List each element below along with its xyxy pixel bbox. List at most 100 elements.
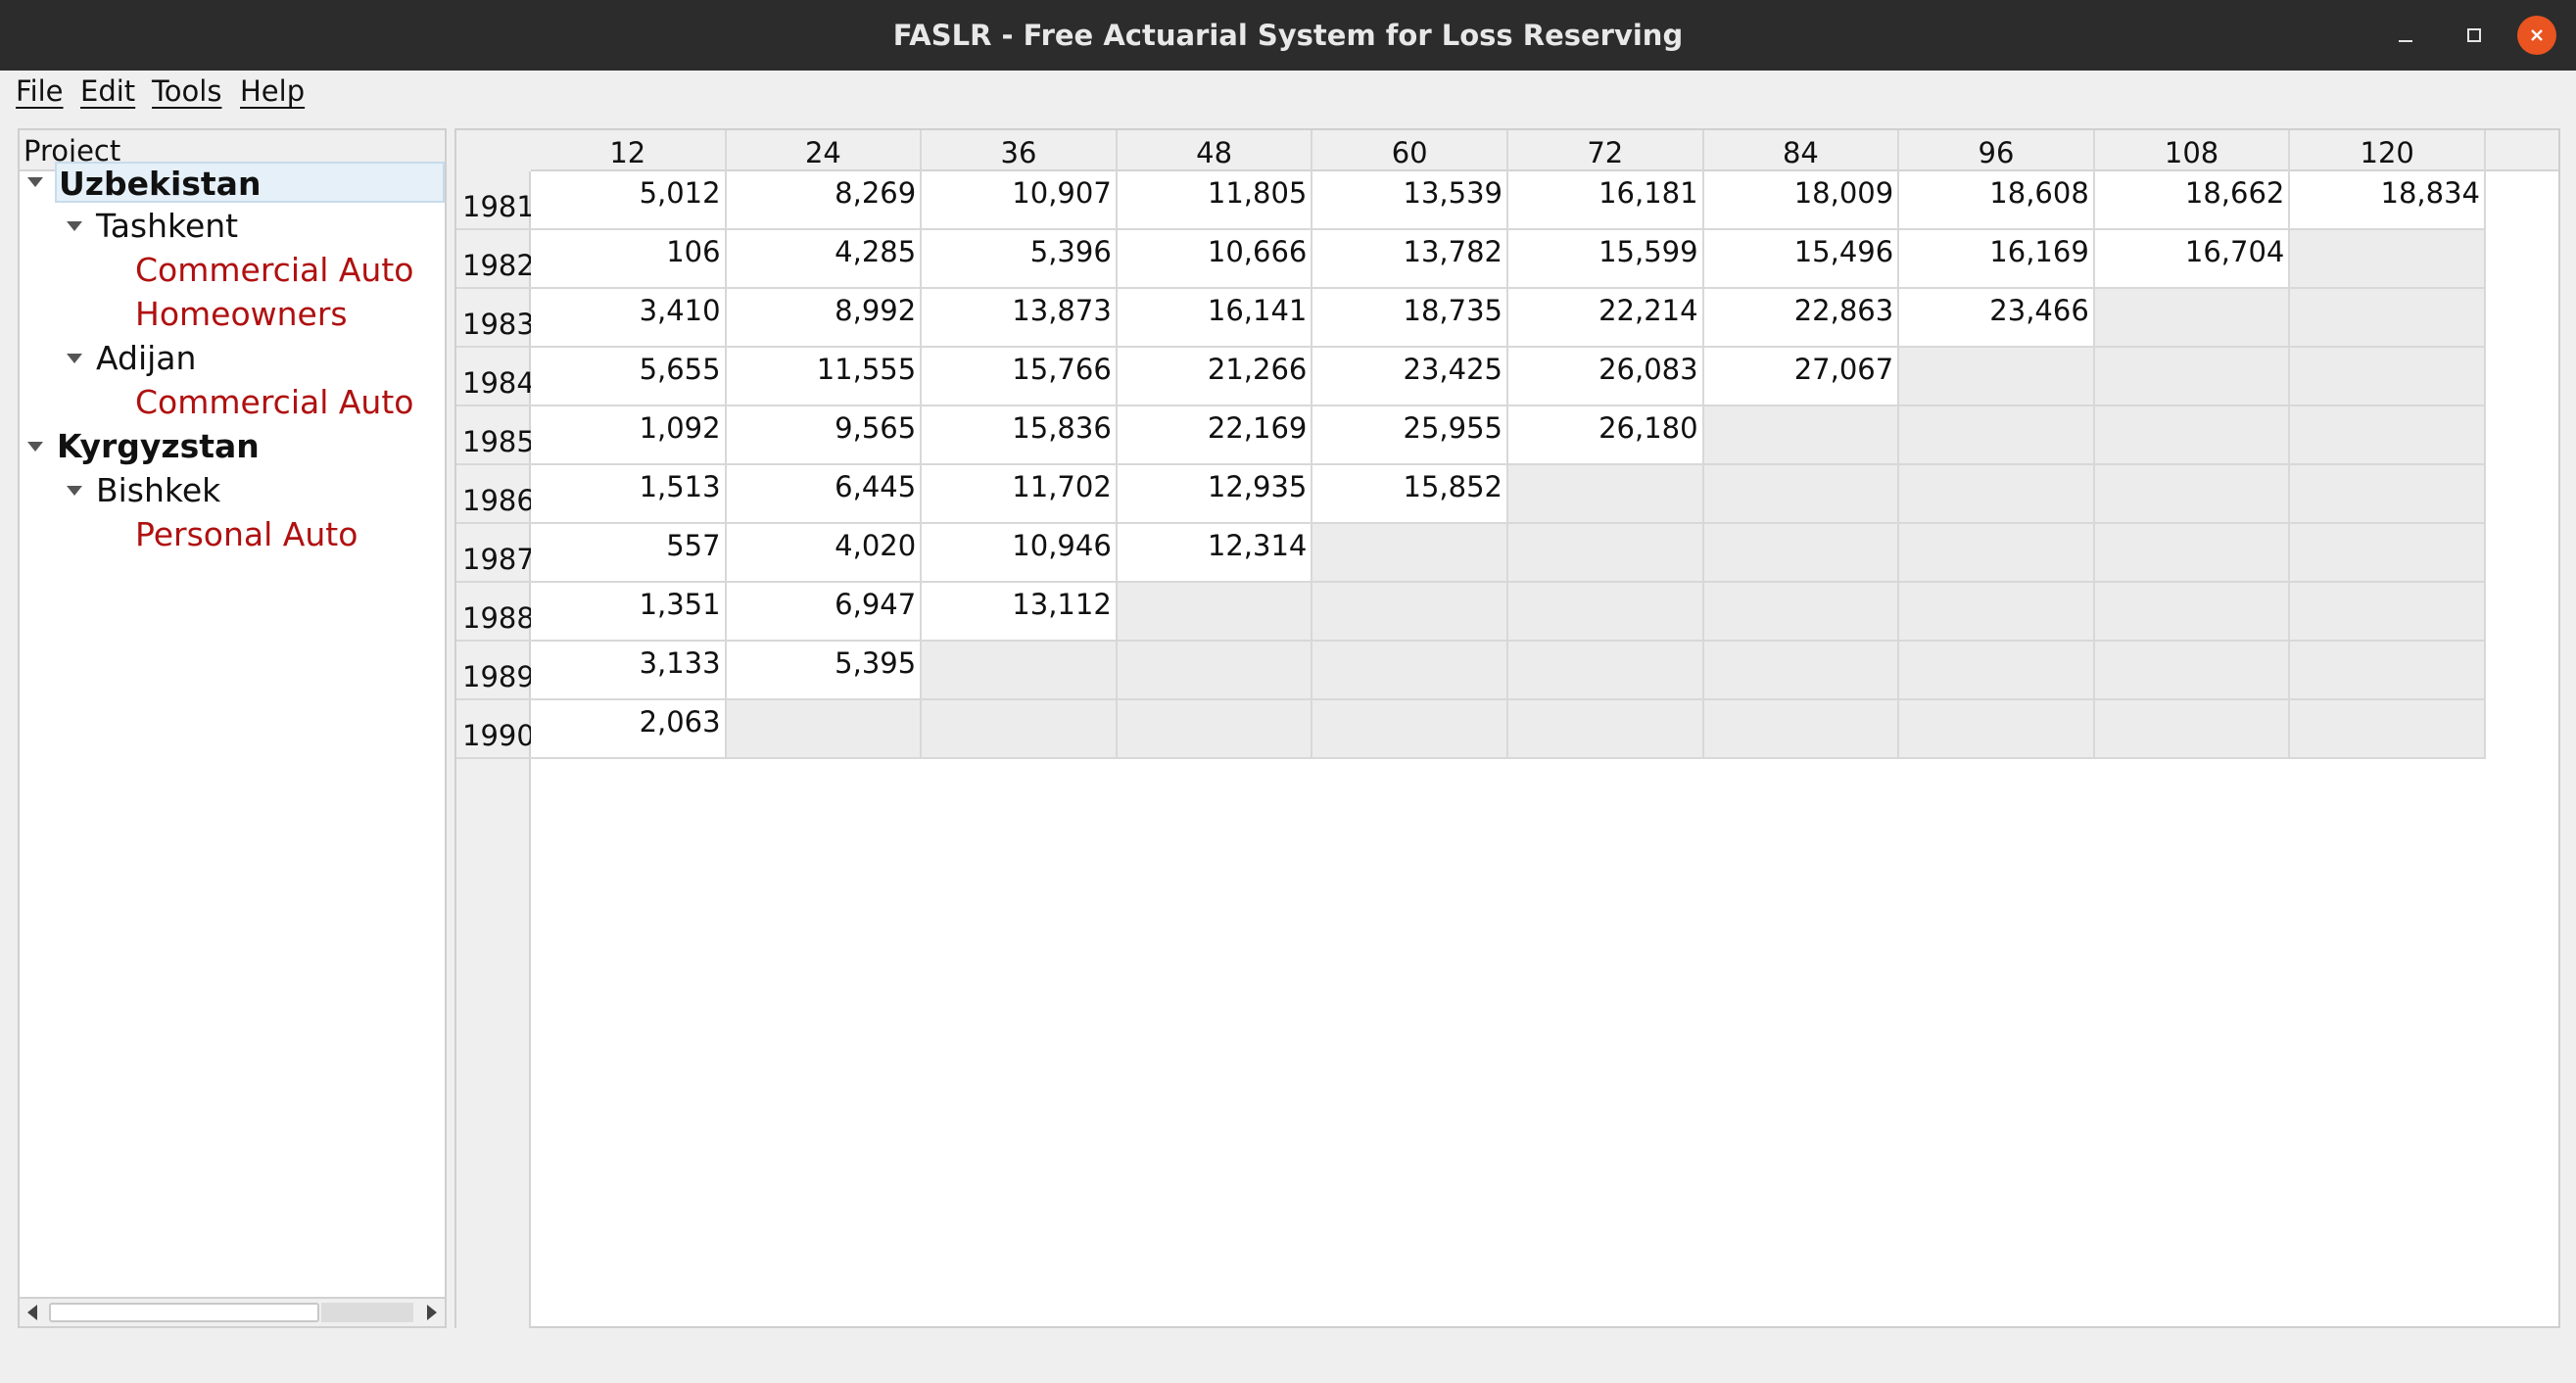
empty-cell[interactable] — [1508, 524, 1704, 583]
empty-cell[interactable] — [2290, 406, 2486, 465]
table-cell[interactable]: 4,020 — [726, 524, 923, 583]
column-header[interactable]: 120 — [2290, 130, 2486, 171]
empty-cell[interactable] — [1899, 406, 2095, 465]
tree-node-item[interactable]: Tashkent — [94, 206, 242, 247]
empty-cell[interactable] — [2290, 700, 2486, 759]
empty-cell[interactable] — [2290, 465, 2486, 524]
empty-cell[interactable] — [2094, 524, 2291, 583]
column-header[interactable]: 108 — [2095, 130, 2291, 171]
scrollbar-thumb[interactable] — [49, 1303, 319, 1322]
table-cell[interactable]: 6,947 — [726, 583, 923, 642]
empty-cell[interactable] — [2094, 700, 2291, 759]
empty-cell[interactable] — [2094, 348, 2291, 406]
row-header[interactable]: 1990 — [456, 700, 535, 759]
empty-cell[interactable] — [2290, 348, 2486, 406]
menu-file[interactable]: File — [16, 74, 64, 108]
empty-cell[interactable] — [1508, 642, 1704, 700]
table-cell[interactable]: 3,133 — [531, 642, 727, 700]
empty-cell[interactable] — [2290, 583, 2486, 642]
empty-cell[interactable] — [2290, 642, 2486, 700]
empty-cell[interactable] — [1899, 642, 2095, 700]
empty-cell[interactable] — [2094, 583, 2291, 642]
tree-leaf-item[interactable]: Commercial Auto — [133, 382, 417, 423]
empty-cell[interactable] — [1703, 642, 1900, 700]
scroll-left-icon[interactable] — [27, 1305, 37, 1320]
table-cell[interactable]: 16,704 — [2094, 230, 2291, 289]
table-cell[interactable]: 23,425 — [1312, 348, 1508, 406]
table-cell[interactable]: 10,907 — [922, 171, 1118, 230]
expand-arrow-icon[interactable] — [67, 221, 82, 231]
table-cell[interactable]: 18,009 — [1703, 171, 1900, 230]
empty-cell[interactable] — [1508, 465, 1704, 524]
table-cell[interactable]: 26,180 — [1508, 406, 1704, 465]
table-cell[interactable]: 26,083 — [1508, 348, 1704, 406]
table-cell[interactable]: 5,395 — [726, 642, 923, 700]
tree-node-item[interactable]: Bishkek — [94, 470, 224, 511]
empty-cell[interactable] — [1703, 700, 1900, 759]
table-cell[interactable]: 22,863 — [1703, 289, 1900, 348]
row-header[interactable]: 1983 — [456, 289, 535, 348]
empty-cell[interactable] — [1312, 583, 1508, 642]
table-cell[interactable]: 8,269 — [726, 171, 923, 230]
column-header[interactable]: 36 — [922, 130, 1118, 171]
table-cell[interactable]: 15,836 — [922, 406, 1118, 465]
table-cell[interactable]: 106 — [531, 230, 727, 289]
tree-leaf-item[interactable]: Commercial Auto — [133, 250, 417, 291]
row-header[interactable]: 1988 — [456, 583, 535, 642]
tree-leaf-item[interactable]: Homeowners — [133, 294, 352, 335]
table-cell[interactable]: 25,955 — [1312, 406, 1508, 465]
empty-cell[interactable] — [2290, 230, 2486, 289]
table-cell[interactable]: 18,834 — [2290, 171, 2486, 230]
column-header[interactable]: 72 — [1508, 130, 1704, 171]
empty-cell[interactable] — [1312, 700, 1508, 759]
empty-cell[interactable] — [1703, 583, 1900, 642]
table-cell[interactable]: 557 — [531, 524, 727, 583]
column-header[interactable]: 24 — [727, 130, 923, 171]
expand-arrow-icon[interactable] — [27, 177, 43, 187]
empty-cell[interactable] — [2094, 289, 2291, 348]
menu-edit[interactable]: Edit — [80, 74, 136, 108]
expand-arrow-icon[interactable] — [67, 486, 82, 496]
table-cell[interactable]: 13,873 — [922, 289, 1118, 348]
column-header[interactable]: 84 — [1704, 130, 1900, 171]
expand-arrow-icon[interactable] — [67, 354, 82, 363]
empty-cell[interactable] — [2094, 406, 2291, 465]
tree-horizontal-scrollbar[interactable] — [20, 1297, 445, 1326]
table-cell[interactable]: 10,946 — [922, 524, 1118, 583]
row-header[interactable]: 1987 — [456, 524, 535, 583]
table-cell[interactable]: 13,112 — [922, 583, 1118, 642]
table-cell[interactable]: 8,992 — [726, 289, 923, 348]
empty-cell[interactable] — [1117, 700, 1313, 759]
table-cell[interactable]: 10,666 — [1117, 230, 1313, 289]
table-cell[interactable]: 22,214 — [1508, 289, 1704, 348]
empty-cell[interactable] — [2290, 524, 2486, 583]
table-cell[interactable]: 11,702 — [922, 465, 1118, 524]
table-cell[interactable]: 9,565 — [726, 406, 923, 465]
table-cell[interactable]: 1,092 — [531, 406, 727, 465]
row-header[interactable]: 1984 — [456, 348, 535, 406]
empty-cell[interactable] — [1508, 583, 1704, 642]
row-header[interactable]: 1982 — [456, 230, 535, 289]
table-cell[interactable]: 1,351 — [531, 583, 727, 642]
empty-cell[interactable] — [1899, 465, 2095, 524]
table-cell[interactable]: 16,169 — [1899, 230, 2095, 289]
empty-cell[interactable] — [1312, 524, 1508, 583]
table-cell[interactable]: 15,496 — [1703, 230, 1900, 289]
empty-cell[interactable] — [1899, 583, 2095, 642]
menu-help[interactable]: Help — [240, 74, 306, 108]
table-cell[interactable]: 27,067 — [1703, 348, 1900, 406]
row-header[interactable]: 1985 — [456, 406, 535, 465]
empty-cell[interactable] — [1508, 700, 1704, 759]
table-cell[interactable]: 23,466 — [1899, 289, 2095, 348]
expand-arrow-icon[interactable] — [27, 442, 43, 452]
empty-cell[interactable] — [922, 642, 1118, 700]
menu-tools[interactable]: Tools — [152, 74, 222, 108]
table-cell[interactable]: 3,410 — [531, 289, 727, 348]
table-cell[interactable]: 15,852 — [1312, 465, 1508, 524]
table-cell[interactable]: 11,805 — [1117, 171, 1313, 230]
empty-cell[interactable] — [1117, 583, 1313, 642]
table-cell[interactable]: 16,141 — [1117, 289, 1313, 348]
table-cell[interactable]: 22,169 — [1117, 406, 1313, 465]
table-cell[interactable]: 6,445 — [726, 465, 923, 524]
table-cell[interactable]: 15,766 — [922, 348, 1118, 406]
